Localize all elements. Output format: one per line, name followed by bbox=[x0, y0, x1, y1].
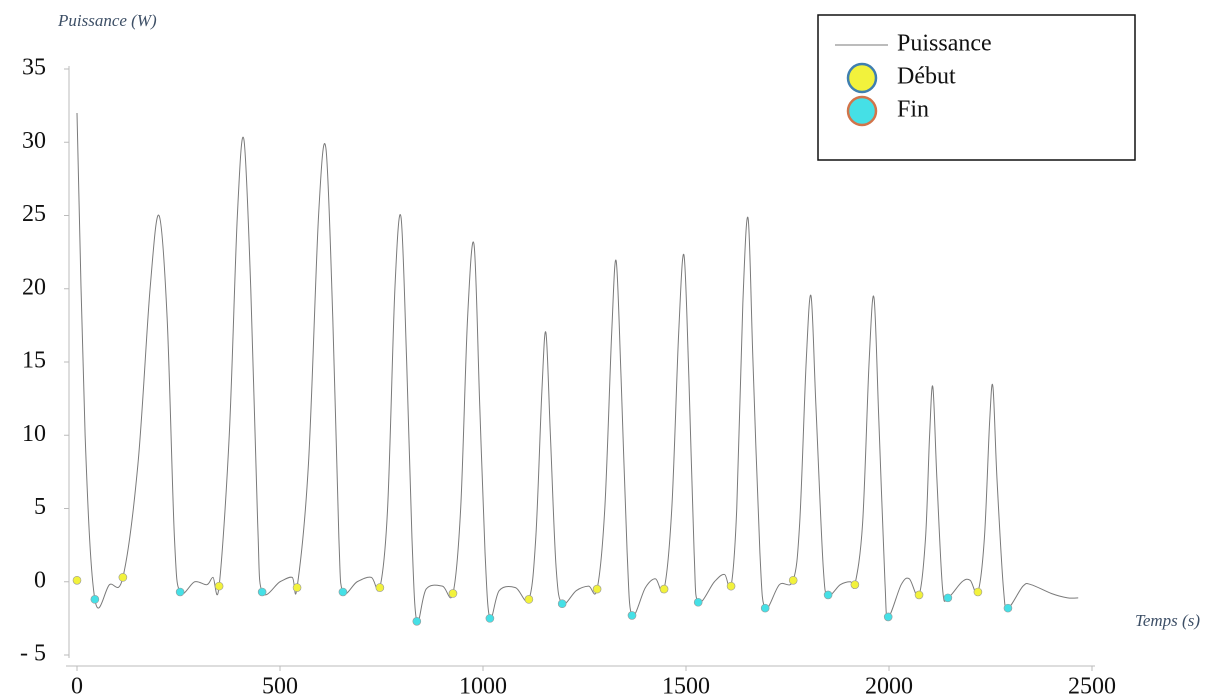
event-marker bbox=[788, 575, 798, 585]
legend-label: Fin bbox=[897, 97, 929, 123]
event-marker bbox=[338, 587, 348, 597]
event-marker bbox=[90, 595, 100, 604]
event-marker bbox=[72, 575, 82, 585]
x-tick-label: 0 bbox=[71, 674, 83, 700]
y-axis-label: Puissance (W) bbox=[57, 11, 157, 30]
event-marker bbox=[760, 603, 770, 613]
event-marker bbox=[485, 614, 495, 623]
legend-marker bbox=[846, 95, 878, 127]
y-tick-label: 15 bbox=[22, 348, 46, 374]
event-marker bbox=[448, 589, 458, 598]
legend-marker bbox=[846, 62, 878, 94]
event-marker bbox=[823, 590, 833, 600]
event-marker bbox=[850, 580, 860, 589]
event-marker bbox=[973, 587, 983, 597]
event-marker bbox=[693, 597, 703, 607]
y-tick-label: 25 bbox=[22, 201, 46, 227]
event-marker bbox=[659, 584, 669, 594]
event-marker bbox=[943, 593, 953, 603]
event-marker bbox=[524, 595, 534, 604]
y-tick-label: - 5 bbox=[20, 641, 46, 667]
x-tick-label: 1000 bbox=[459, 674, 507, 700]
legend-label: Puissance bbox=[897, 31, 992, 57]
y-tick-label: 20 bbox=[22, 274, 46, 300]
event-marker bbox=[914, 590, 924, 600]
x-tick-label: 2500 bbox=[1068, 674, 1116, 700]
event-marker bbox=[883, 612, 893, 622]
event-marker bbox=[627, 611, 637, 620]
event-marker bbox=[257, 587, 267, 597]
y-tick-label: 30 bbox=[22, 128, 46, 154]
y-tick-label: 0 bbox=[34, 567, 46, 593]
x-tick-label: 2000 bbox=[865, 674, 913, 700]
event-marker bbox=[412, 617, 422, 626]
event-marker bbox=[726, 581, 736, 591]
x-tick-label: 500 bbox=[262, 674, 298, 700]
y-tick-label: 10 bbox=[22, 421, 46, 447]
y-tick-label: 5 bbox=[34, 494, 46, 520]
event-marker bbox=[592, 584, 602, 594]
event-marker bbox=[1003, 603, 1013, 613]
legend-label: Début bbox=[897, 64, 956, 90]
event-marker bbox=[292, 583, 302, 592]
x-tick-label: 1500 bbox=[662, 674, 710, 700]
event-marker bbox=[375, 583, 385, 592]
event-marker bbox=[118, 573, 128, 582]
event-marker bbox=[557, 599, 567, 609]
y-tick-label: 35 bbox=[22, 55, 46, 81]
event-marker bbox=[175, 587, 185, 597]
power-line bbox=[76, 112, 1079, 624]
event-marker bbox=[214, 581, 224, 591]
x-axis-label: Temps (s) bbox=[1135, 611, 1200, 630]
